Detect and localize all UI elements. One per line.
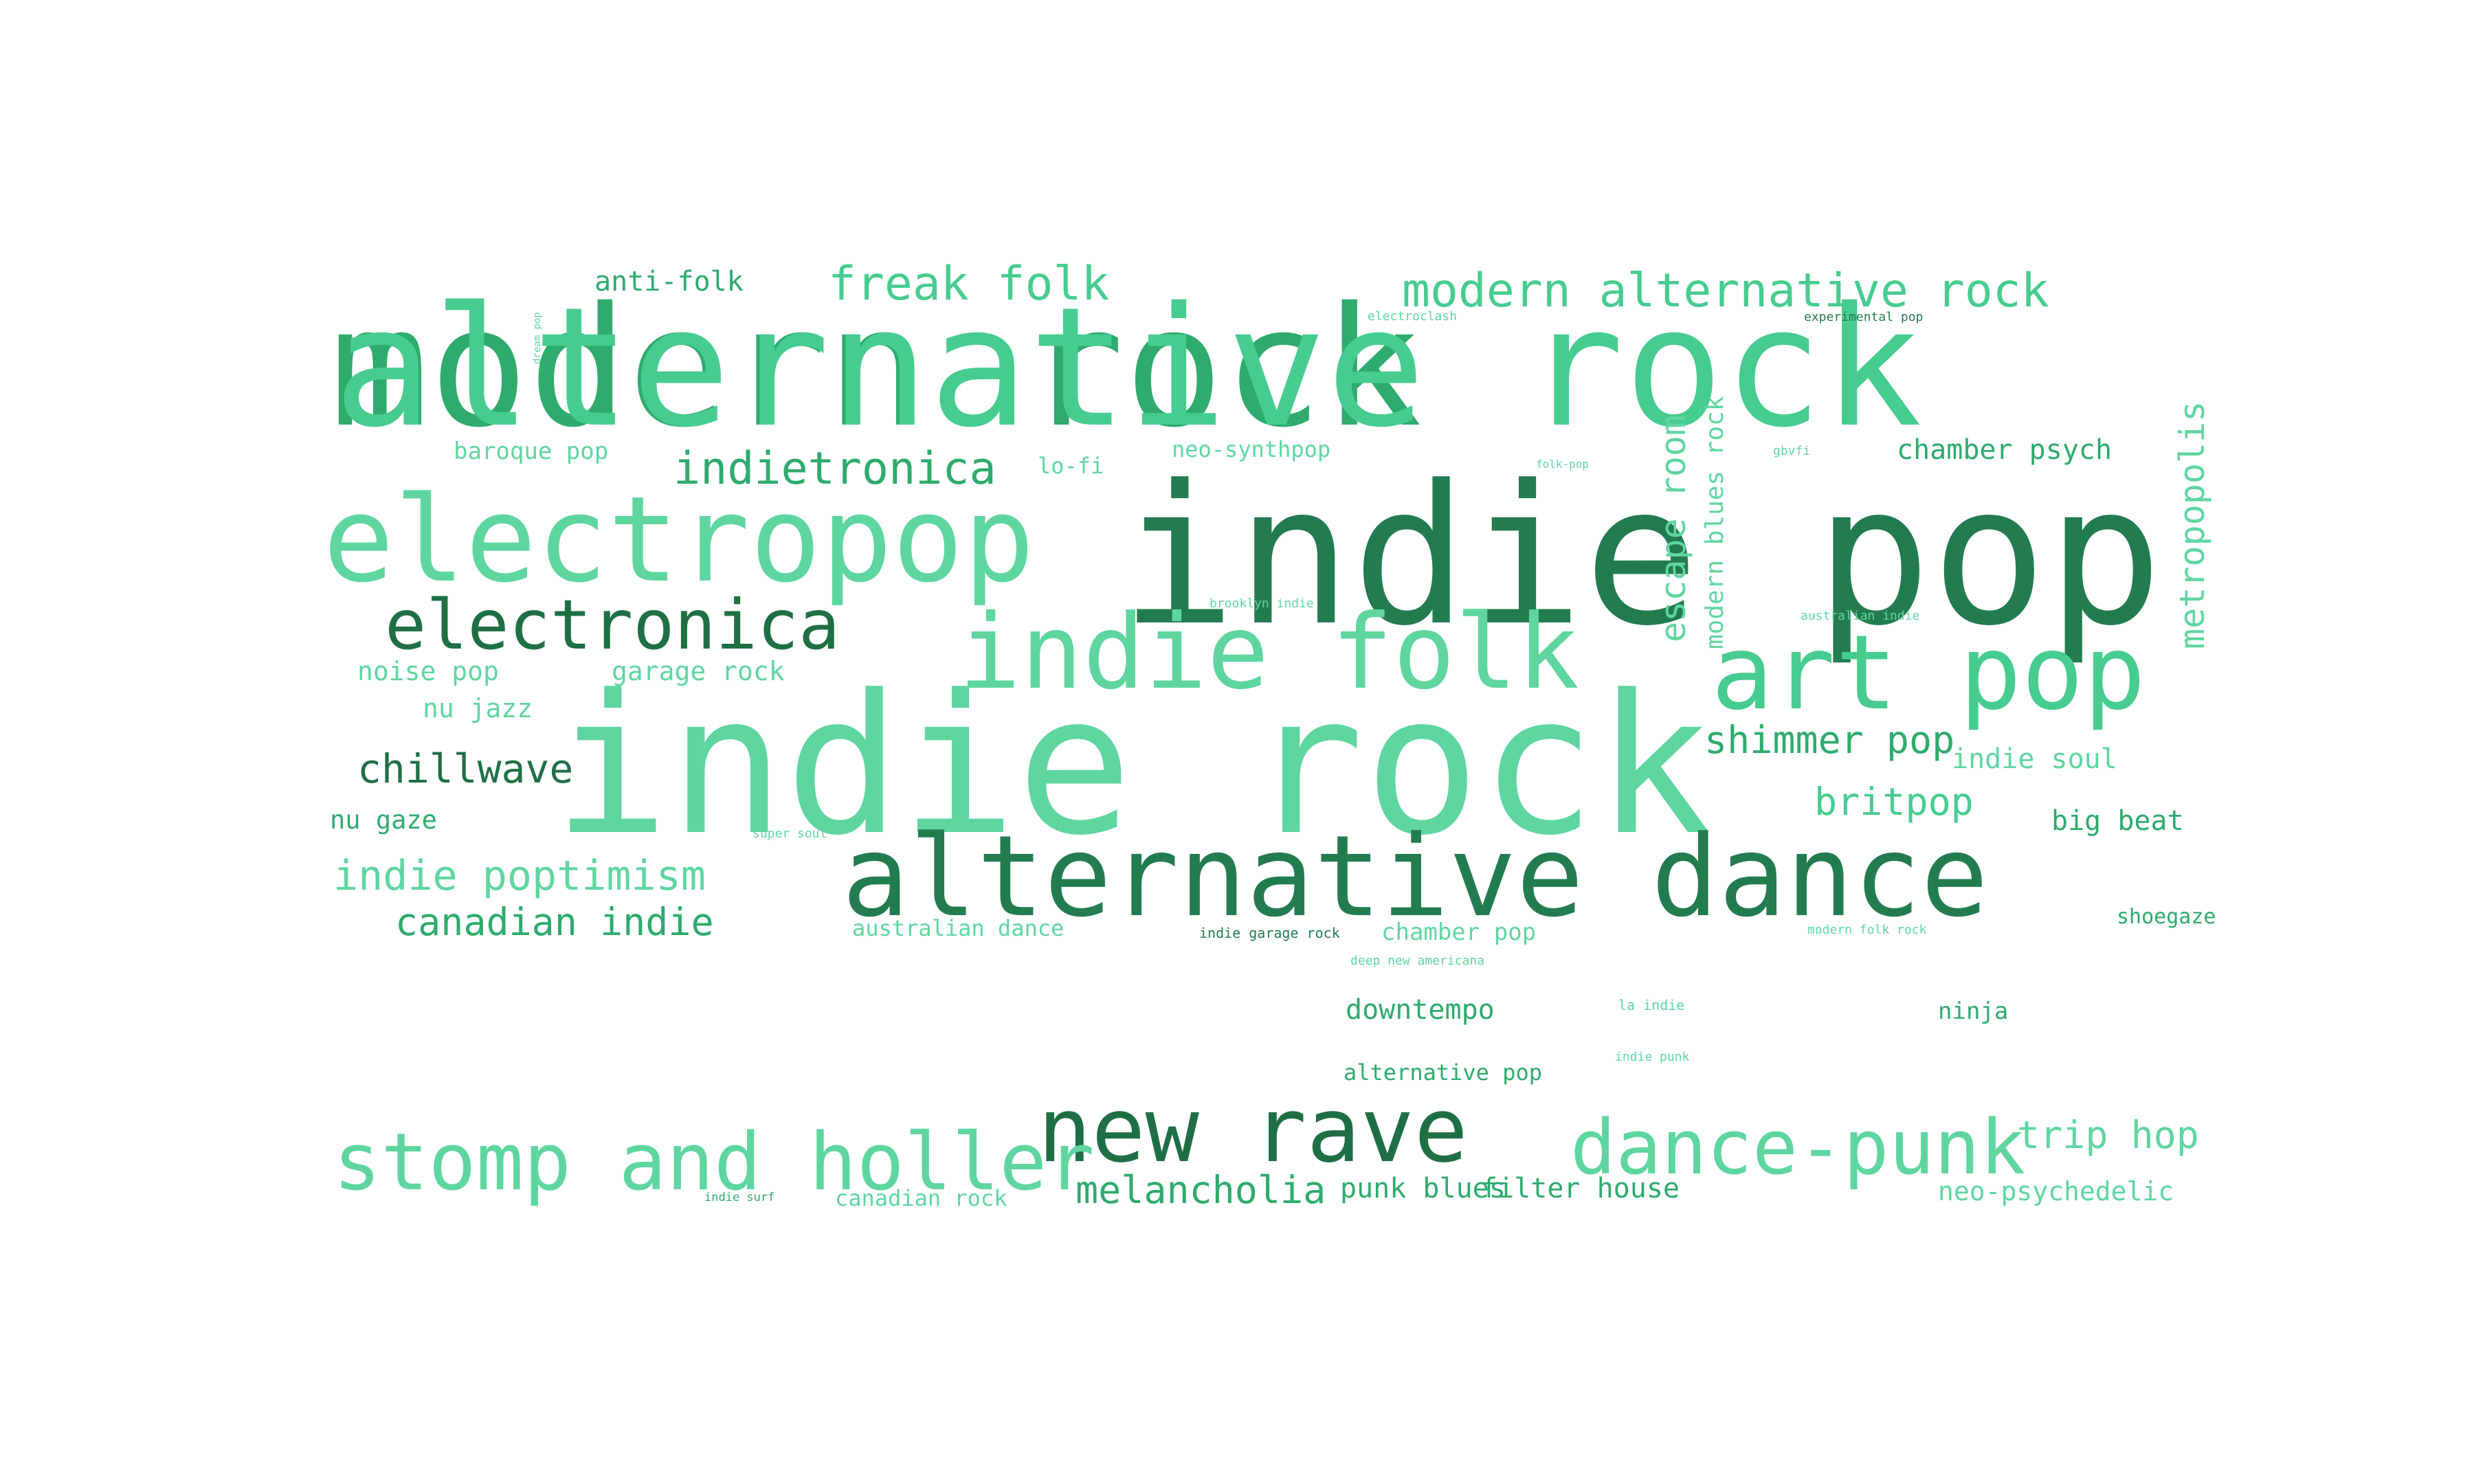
word-la-indie: la indie — [1618, 997, 1685, 1013]
word-super-soul: super soul — [753, 827, 827, 841]
word-chillwave: chillwave — [357, 745, 574, 792]
word-escape-room: escape room — [1653, 414, 1693, 642]
word-new-rave: new rave — [1038, 1078, 1469, 1182]
word-gbvfi: gbvfi — [1773, 444, 1811, 458]
word-big-beat: big beat — [2051, 805, 2184, 837]
word-alternative-pop: alternative pop — [1344, 1059, 1542, 1086]
word-brooklyn-indie: brooklyn indie — [1210, 596, 1314, 611]
word-neo-psychedelic: neo-psychedelic — [1938, 1176, 2174, 1206]
word-dream-pop: dream pop — [532, 312, 543, 364]
word-downtempo: downtempo — [1346, 994, 1495, 1026]
word-britpop: britpop — [1814, 780, 1974, 824]
word-chamber-psych: chamber psych — [1897, 434, 2113, 466]
word-nu-gaze: nu gaze — [330, 805, 437, 835]
word-baroque-pop: baroque pop — [454, 438, 609, 465]
word-australian-indie: australian indie — [1801, 609, 1920, 623]
word-indie-poptimism: indie poptimism — [333, 852, 706, 900]
word-noise-pop: noise pop — [357, 656, 499, 686]
word-garage-rock: garage rock — [612, 656, 785, 686]
word-modern-alternative-rock: modern alternative rock — [1402, 264, 2049, 318]
word-electropop: electropop — [323, 471, 1035, 609]
word-freak-folk: freak folk — [828, 257, 1110, 311]
word-chamber-pop: chamber pop — [1381, 919, 1537, 946]
word-metropopolis: metropopolis — [2172, 401, 2212, 649]
word-nu-jazz: nu jazz — [423, 693, 533, 723]
word-indie-soul: indie soul — [1952, 743, 2117, 775]
word-filter-house: filter house — [1481, 1173, 1680, 1204]
word-art-pop: art pop — [1711, 614, 2146, 733]
word-shoegaze: shoegaze — [2117, 905, 2216, 929]
word-modern-blues-rock: modern blues rock — [1701, 396, 1729, 649]
word-stomp-and-holler: stomp and holler — [333, 1116, 1095, 1208]
word-anti-folk: anti-folk — [594, 266, 744, 297]
word-electronica: electronica — [385, 585, 840, 665]
word-indietronica: indietronica — [673, 443, 996, 495]
word-indie-rock: indie rock — [553, 654, 1712, 878]
word-experimental-pop: experimental pop — [1804, 310, 1924, 324]
word-indie-garage-rock: indie garage rock — [1199, 925, 1340, 941]
word-modern-folk-rock: modern folk rock — [1807, 923, 1927, 937]
word-trip-hop: trip hop — [2017, 1113, 2199, 1157]
word-indie-pop: indie pop — [1120, 445, 2163, 668]
word-ninja: ninja — [1938, 998, 2009, 1025]
word-alternative-rock: alternative rock — [333, 271, 1922, 464]
word-alternative-dance: alternative dance — [842, 812, 1989, 942]
word-modern-rock: modern rock — [330, 271, 1423, 464]
word-lo-fi: lo-fi — [1038, 453, 1104, 479]
word-punk-blues: punk blues — [1340, 1173, 1506, 1204]
word-canadian-rock: canadian rock — [835, 1185, 1007, 1211]
word-folk-pop: folk-pop — [1536, 458, 1590, 471]
word-melancholia: melancholia — [1076, 1168, 1326, 1212]
word-indie-punk: indie punk — [1615, 1050, 1690, 1064]
word-indie-folk: indie folk — [959, 593, 1580, 712]
word-dance-punk: dance-punk — [1570, 1103, 2026, 1191]
word-indie-surf: indie surf — [704, 1191, 775, 1204]
word-canadian-indie: canadian indie — [395, 900, 714, 944]
word-electroclash: electroclash — [1368, 309, 1458, 324]
word-shimmer-pop: shimmer pop — [1704, 718, 1955, 762]
word-deep-new-americana: deep new americana — [1350, 954, 1485, 968]
word-neo-synthpop: neo-synthpop — [1172, 436, 1331, 462]
word-australian-dance: australian dance — [852, 915, 1065, 941]
